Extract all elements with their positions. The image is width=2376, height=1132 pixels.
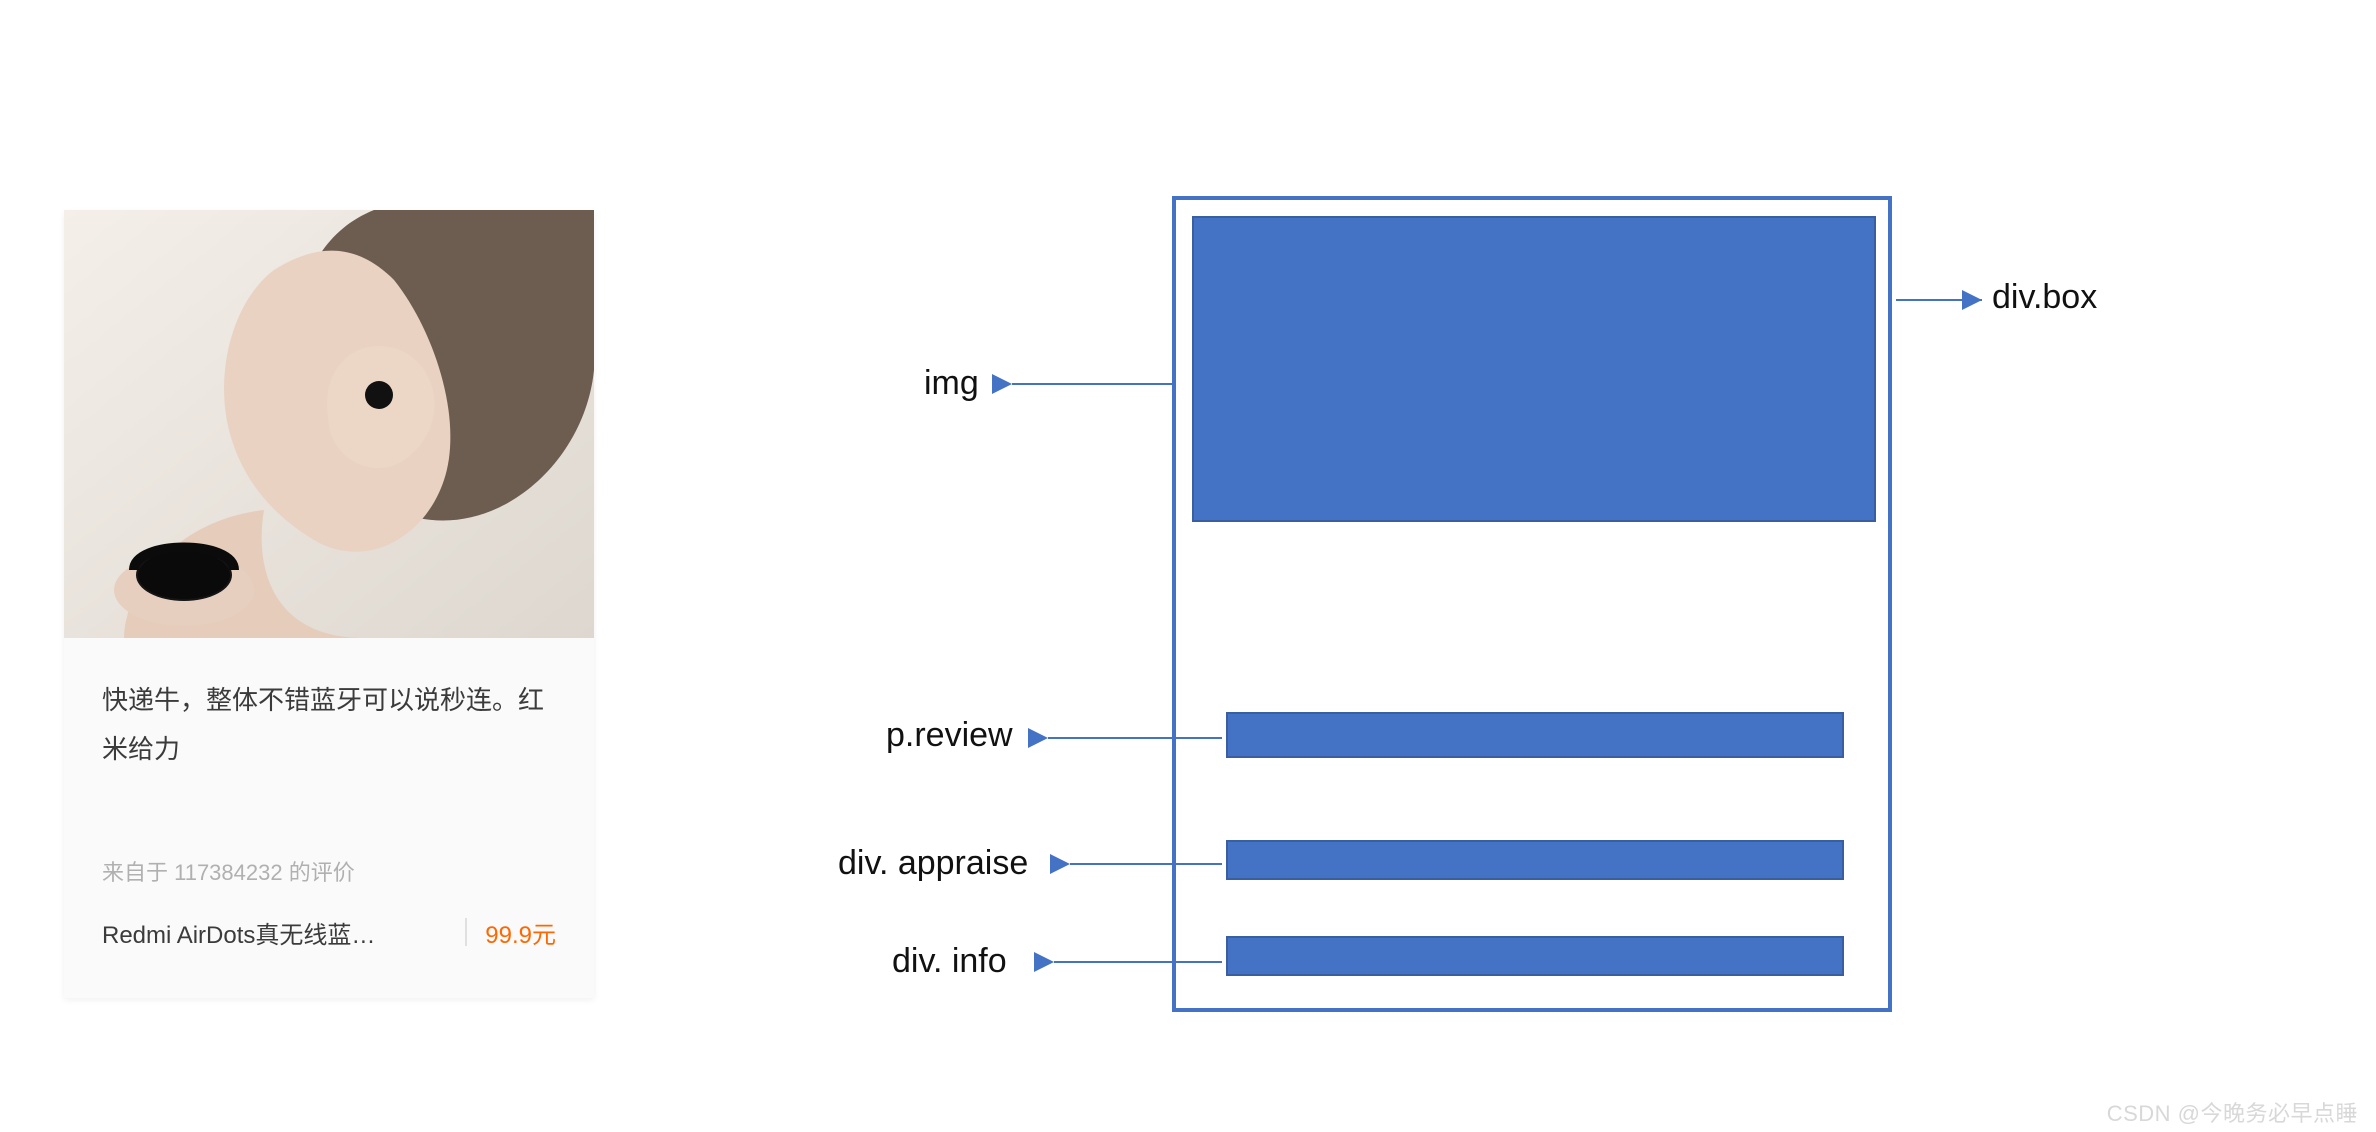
label-info: div. info [892,942,1007,981]
label-appraise: div. appraise [838,844,1028,883]
product-price: 99.9元 [485,915,556,950]
arrow-box [1896,290,1992,310]
watermark: CSDN @今晚务必早点睡 [2107,1096,2358,1128]
info-row: Redmi AirDots真无线蓝… 99.9元 [102,915,556,986]
arrow-appraise [1058,854,1230,874]
product-card: 快递牛，整体不错蓝牙可以说秒连。红米给力 来自于 117384232 的评价 R… [64,210,594,998]
label-img: img [924,364,979,403]
diagram-box [1172,196,1892,1012]
block-img [1192,216,1876,522]
appraise-text: 来自于 117384232 的评价 [102,855,556,887]
product-card-body: 快递牛，整体不错蓝牙可以说秒连。红米给力 来自于 117384232 的评价 R… [64,638,594,998]
block-appraise [1226,840,1844,880]
block-info [1226,936,1844,976]
label-box: div.box [1992,278,2097,317]
arrow-img [1000,374,1180,394]
label-review: p.review [886,716,1013,755]
product-image [64,210,594,638]
block-review [1226,712,1844,758]
product-name: Redmi AirDots真无线蓝… [102,915,461,950]
arrow-info [1042,952,1230,972]
review-text: 快递牛，整体不错蓝牙可以说秒连。红米给力 [102,676,556,775]
info-divider [465,918,467,946]
arrow-review [1036,728,1230,748]
